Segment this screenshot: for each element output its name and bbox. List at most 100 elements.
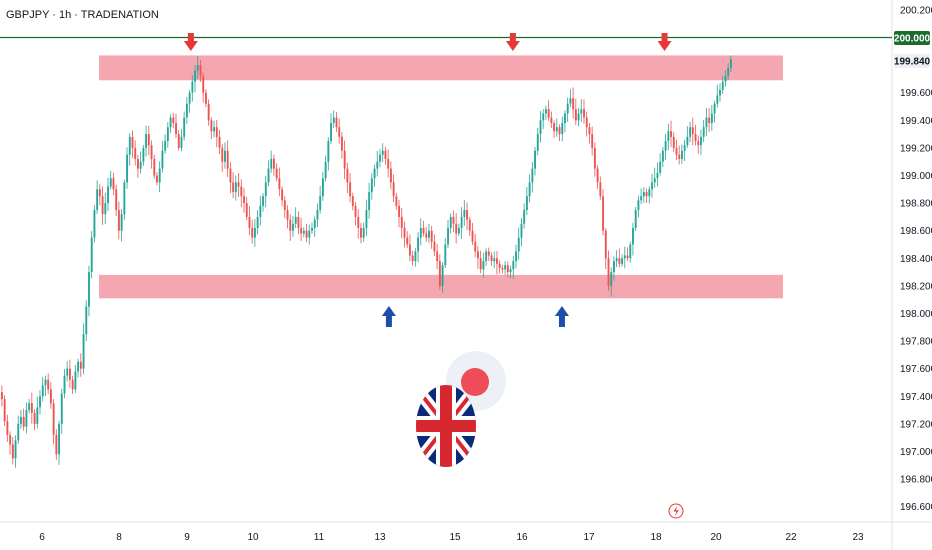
symbol-title: GBPJPY · 1h · TRADENATION (6, 9, 159, 21)
candle-body (667, 131, 670, 141)
candle-body (207, 103, 210, 121)
candle (645, 188, 648, 204)
candle (705, 108, 708, 137)
candle-body (430, 230, 433, 242)
candle-body (33, 412, 36, 424)
candle (545, 105, 547, 120)
candle-body (139, 161, 142, 169)
candle (523, 203, 526, 229)
candle-body (248, 216, 251, 228)
candle (150, 140, 153, 169)
candle (294, 207, 297, 229)
candle-body (273, 158, 275, 169)
candle-body (697, 141, 700, 146)
candle (41, 376, 44, 402)
candle-body (547, 109, 550, 118)
candle (264, 175, 267, 208)
candle (63, 368, 66, 399)
candle-body (403, 227, 406, 238)
candle (180, 128, 183, 152)
candle (11, 436, 14, 465)
candle-body (330, 123, 333, 141)
candle (444, 237, 447, 268)
candle (553, 120, 556, 138)
candle-body (9, 434, 12, 445)
candle-body (321, 178, 324, 197)
candle (678, 145, 681, 165)
candle-body (365, 210, 368, 228)
candle-body (96, 189, 99, 210)
candle (697, 135, 700, 154)
candle-body (675, 147, 678, 155)
candle (93, 205, 96, 243)
candle (463, 200, 466, 226)
candle (82, 323, 85, 375)
candle (607, 250, 610, 291)
candle-body (474, 241, 477, 252)
resistance-zone[interactable] (99, 55, 783, 81)
candle-body (98, 189, 101, 197)
candle (672, 132, 675, 153)
candle (194, 65, 197, 93)
candle (727, 63, 730, 81)
price-tick-label: 199.200 (900, 143, 932, 154)
candle-body (596, 168, 599, 183)
candle-body (351, 196, 354, 206)
candles-layer (1, 55, 732, 468)
candle (139, 151, 142, 174)
candle-body (493, 258, 496, 262)
candle-body (335, 117, 338, 128)
time-tick-label: 23 (852, 532, 864, 543)
candle (558, 124, 561, 141)
candle-body (131, 136, 134, 148)
candle-body (354, 205, 357, 217)
candle-body (191, 81, 194, 93)
lightning-icon[interactable] (668, 503, 684, 519)
candle-body (11, 444, 14, 459)
candle (724, 70, 727, 87)
candle (360, 222, 362, 244)
arrow-up-icon (554, 306, 569, 327)
candle-body (180, 136, 183, 148)
candle-body (455, 223, 458, 234)
candle-body (498, 263, 501, 268)
candle-body (58, 423, 61, 455)
candle (313, 216, 316, 237)
candle (327, 137, 330, 171)
candle-body (262, 196, 265, 206)
candle-body (593, 147, 596, 169)
candle (128, 133, 131, 166)
candle (112, 172, 115, 196)
candle (368, 182, 371, 219)
candle (240, 179, 243, 208)
candle (496, 251, 498, 275)
candle (202, 72, 205, 103)
candle-body (109, 178, 112, 187)
candle (583, 99, 585, 124)
candle-body (245, 203, 248, 217)
candle-body (691, 127, 694, 135)
price-tick-label: 198.000 (900, 309, 932, 320)
candle-body (566, 103, 569, 114)
candle-body (509, 269, 512, 273)
support-zone[interactable] (99, 274, 783, 299)
candle-body (550, 117, 553, 124)
candle (591, 126, 594, 156)
price-axis[interactable]: 196.600 196.800 197.000 197.200 197.400 197.6… (900, 5, 932, 513)
candle (588, 123, 591, 144)
candle (615, 250, 618, 268)
candle-body (553, 123, 556, 132)
candle-body (433, 241, 436, 252)
candle (574, 98, 577, 125)
candle (542, 108, 545, 130)
time-axis[interactable]: 6 8 9 10 11 13 15 16 17 18 20 22 23 (39, 532, 864, 543)
candle-body (468, 219, 471, 231)
candle-body (341, 136, 343, 151)
candle (637, 195, 640, 218)
candle (428, 223, 430, 243)
candle (419, 218, 422, 246)
candle-body (85, 306, 88, 335)
candle (74, 364, 77, 393)
candle-body (300, 227, 303, 234)
